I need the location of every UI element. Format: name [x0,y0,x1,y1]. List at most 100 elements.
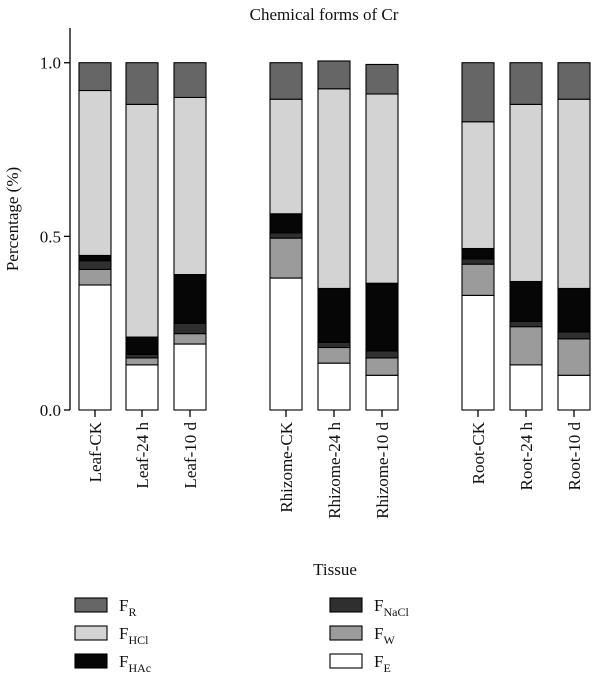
bar-segment-fhac [173,274,207,324]
y-tick-label: 0.5 [40,227,61,246]
bar-segment-fe [269,277,303,411]
bar-segment-fe [317,362,351,411]
bar-segment-fhac [317,287,351,343]
x-tick-label: Leaf-CK [86,421,105,482]
x-axis: Leaf-CK Leaf-24 h Leaf-10 d Rhizome-CK Rhizo… [86,410,584,519]
bar-segment-fe [125,364,159,411]
bar-stack [269,62,303,411]
bar-segment-fhac [78,254,112,262]
x-tick-label: Rhizome-10 d [373,422,392,519]
bar-stack [509,62,543,411]
bar-segment-fhcl [509,103,543,283]
y-tick-label: 0.0 [40,401,61,420]
bar-segment-fnacl [365,350,399,359]
bar-segment-fr [317,60,351,90]
bar-segment-fhcl [125,103,159,338]
legend-item-fe: FE [329,652,391,674]
bar-segment-fhac [125,336,159,355]
legend-item-fhac: FHAc [74,652,151,674]
legend-swatch [74,597,108,613]
legend-label: FNaCl [374,596,409,619]
legend-label: FHAc [119,652,151,674]
bar-segment-fhac [509,280,543,322]
bar-segment-fhcl [78,89,112,257]
bar-segment-fr [365,63,399,95]
x-tick-label: Root-24 h [517,422,536,491]
bar-segment-fnacl [557,331,591,340]
x-tick-label: Leaf-10 d [181,422,200,489]
bar-stack [557,62,591,411]
bar-segment-fr [78,62,112,92]
y-axis-label: Percentage (%) [3,167,22,271]
bar-segment-fhac [269,213,303,234]
bar-segment-fhac [557,287,591,333]
bar-stack [317,60,351,411]
bar-segment-fe [173,343,207,411]
bar-stack [365,63,399,411]
bar-stack [125,62,159,411]
bar-segment-fr [509,62,543,105]
bar-segment-fnacl [461,258,495,265]
plot-area [78,60,591,411]
y-axis: 0.0 0.5 1.0 [40,28,71,420]
bar-segment-fhcl [317,88,351,290]
bar-segment-fnacl [317,341,351,349]
bar-segment-fhcl [269,98,303,215]
bar-segment-fe [365,374,399,411]
legend-label: FE [374,652,391,674]
bar-segment-fe [557,374,591,411]
bar-stack [173,62,207,411]
bar-segment-fnacl [173,322,207,335]
bar-segment-fw [557,338,591,376]
bar-stack [78,62,112,411]
bar-segment-fr [269,62,303,100]
legend-item-fr: FR [74,596,136,619]
x-tick-label: Root-CK [469,421,488,484]
legend-label: FR [119,596,136,619]
legend-swatch [329,625,363,641]
legend: FR FHCl FHAc FNaCl FW FE [74,596,409,674]
bar-segment-fw [365,357,399,376]
bar-segment-fe [509,364,543,411]
bar-segment-fnacl [509,320,543,328]
bar-segment-fr [461,62,495,123]
bar-segment-fhac [461,247,495,260]
x-tick-label: Root-10 d [565,422,584,491]
bar-segment-fe [461,294,495,411]
bar-segment-fw [125,357,159,366]
bar-segment-fnacl [78,260,112,270]
legend-swatch [329,597,363,613]
legend-item-fhcl: FHCl [74,624,149,647]
bar-segment-fhcl [365,93,399,284]
bar-segment-fw [173,333,207,345]
bar-segment-fhcl [461,121,495,250]
x-tick-label: Leaf-24 h [133,422,152,489]
bar-segment-fhac [365,282,399,352]
bar-segment-fw [509,326,543,366]
legend-label: FW [374,624,395,647]
bar-segment-fw [317,346,351,364]
x-tick-label: Rhizome-24 h [325,422,344,519]
legend-swatch [74,653,108,669]
bar-stack [461,62,495,411]
bar-segment-fr [557,62,591,100]
legend-swatch [329,653,363,669]
chart-title: Chemical forms of Cr [250,5,399,24]
bar-segment-fhcl [557,98,591,290]
x-axis-label: Tissue [313,560,357,579]
bar-segment-fr [173,62,207,99]
bar-segment-fnacl [269,232,303,239]
legend-label: FHCl [119,624,149,647]
y-tick-label: 1.0 [40,54,61,73]
bar-segment-fw [269,237,303,279]
bar-segment-fr [125,62,159,105]
bar-segment-fhcl [173,96,207,276]
bar-segment-fw [461,263,495,296]
x-tick-label: Rhizome-CK [277,421,296,512]
legend-swatch [74,625,108,641]
bar-segment-fw [78,268,112,286]
legend-item-fw: FW [329,624,395,647]
legend-item-fnacl: FNaCl [329,596,409,619]
bar-segment-fe [78,284,112,411]
